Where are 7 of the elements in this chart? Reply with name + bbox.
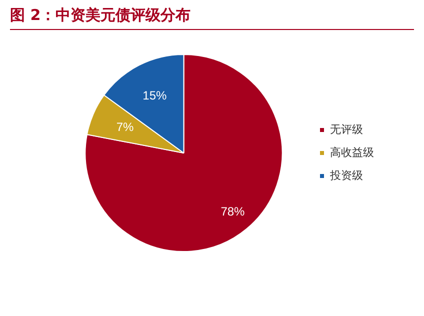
data-label: 7% (116, 120, 134, 134)
legend-label: 投资级 (329, 168, 363, 182)
data-label: 78% (220, 204, 246, 219)
legend-label: 无评级 (330, 122, 363, 136)
data-label: 15% (142, 88, 168, 102)
legend-label: 高收益级 (330, 146, 374, 159)
chart-title: 图 2：中资美元债评级分布 (10, 6, 414, 30)
